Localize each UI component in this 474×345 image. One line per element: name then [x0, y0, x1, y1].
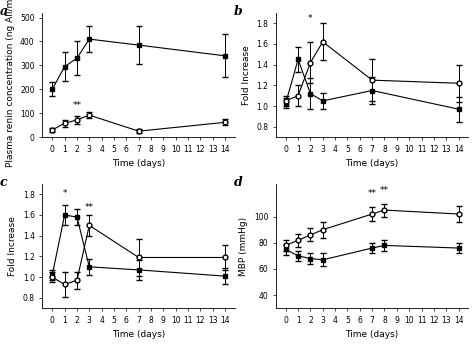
Y-axis label: MBP (mmHg): MBP (mmHg): [239, 217, 248, 276]
Text: c: c: [0, 176, 8, 189]
X-axis label: Time (days): Time (days): [346, 159, 399, 168]
Text: **: **: [380, 186, 389, 195]
Text: *: *: [308, 14, 313, 23]
Y-axis label: Fold Increase: Fold Increase: [8, 216, 17, 276]
Text: d: d: [234, 176, 242, 189]
X-axis label: Time (days): Time (days): [112, 159, 165, 168]
X-axis label: Time (days): Time (days): [112, 331, 165, 339]
Text: **: **: [73, 101, 82, 110]
Y-axis label: Plasma renin concentration (ng AII/ml/h): Plasma renin concentration (ng AII/ml/h): [6, 0, 15, 167]
Text: **: **: [85, 203, 94, 212]
Text: a: a: [0, 5, 8, 18]
X-axis label: Time (days): Time (days): [346, 331, 399, 339]
Text: *: *: [63, 189, 67, 198]
Text: b: b: [234, 5, 242, 18]
Y-axis label: Fold Increase: Fold Increase: [242, 45, 251, 105]
Text: **: **: [368, 189, 377, 198]
